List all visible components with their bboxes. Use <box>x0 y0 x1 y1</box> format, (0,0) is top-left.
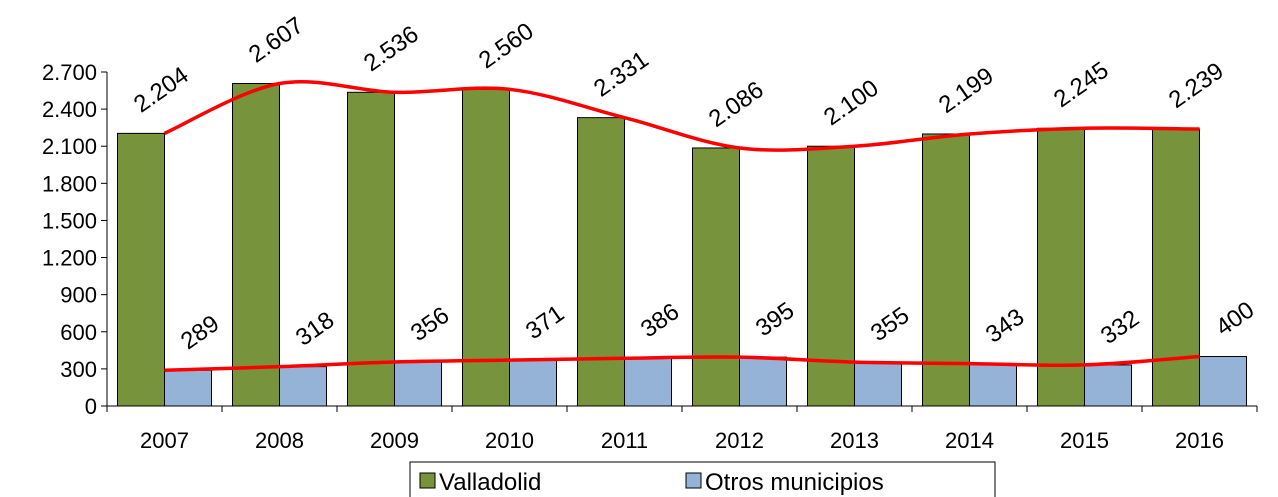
legend-label: Otros municipios <box>705 469 884 496</box>
x-tick-label: 2015 <box>1060 428 1109 453</box>
bar <box>577 117 625 407</box>
y-tick-label: 2.400 <box>42 97 97 122</box>
data-label: 2.100 <box>819 75 884 132</box>
data-label: 400 <box>1211 296 1259 341</box>
bar <box>807 145 855 407</box>
y-tick-label: 2.700 <box>42 60 97 85</box>
x-tick-label: 2012 <box>715 428 764 453</box>
trend-line <box>164 354 1200 372</box>
data-label: 332 <box>1096 305 1144 350</box>
y-tick-label: 900 <box>60 283 97 308</box>
bar <box>347 91 395 407</box>
data-label: 289 <box>176 310 224 355</box>
x-tick-label: 2007 <box>140 428 189 453</box>
x-tick-label: 2010 <box>485 428 534 453</box>
bar <box>1084 364 1132 407</box>
bar <box>739 356 787 407</box>
legend-label: Valladolid <box>439 469 541 496</box>
data-label: 2.560 <box>474 18 539 75</box>
data-label: 2.239 <box>1164 57 1229 114</box>
data-label: 2.245 <box>1049 57 1114 114</box>
bar <box>164 369 212 407</box>
bar <box>462 88 510 407</box>
data-label: 318 <box>291 306 339 351</box>
bar <box>509 359 557 407</box>
bar <box>692 147 740 407</box>
data-label: 343 <box>981 303 1029 348</box>
data-label: 2.199 <box>934 62 999 119</box>
data-label: 395 <box>751 297 799 342</box>
y-tick-label: 0 <box>85 394 97 419</box>
bar <box>854 361 902 407</box>
legend-box <box>409 461 996 497</box>
data-label: 2.607 <box>244 12 309 69</box>
data-label: 371 <box>521 300 569 345</box>
data-label: 386 <box>636 298 684 343</box>
data-label: 355 <box>866 302 914 347</box>
x-tick-label: 2016 <box>1175 428 1224 453</box>
bar <box>279 366 327 407</box>
data-label: 2.331 <box>589 46 654 103</box>
x-tick-label: 2014 <box>945 428 994 453</box>
bar <box>922 133 970 407</box>
bar <box>117 132 165 407</box>
bar <box>1037 127 1085 407</box>
x-tick-label: 2013 <box>830 428 879 453</box>
y-tick-label: 300 <box>60 357 97 382</box>
legend-swatch <box>419 472 436 489</box>
bar <box>969 363 1017 407</box>
y-tick-label: 1.200 <box>42 246 97 271</box>
legend-swatch <box>685 472 702 489</box>
data-label: 356 <box>406 302 454 347</box>
data-label: 2.086 <box>704 76 769 133</box>
bar <box>1152 128 1200 407</box>
bar <box>624 357 672 407</box>
y-tick-label: 1.500 <box>42 208 97 233</box>
y-tick-label: 2.100 <box>42 134 97 159</box>
y-tick-label: 1.800 <box>42 171 97 196</box>
trend-line <box>163 79 1200 152</box>
x-tick-label: 2008 <box>255 428 304 453</box>
data-label: 2.536 <box>359 21 424 78</box>
data-label: 2.204 <box>129 62 194 119</box>
x-tick-label: 2011 <box>601 428 648 453</box>
bar <box>394 361 442 407</box>
bar <box>1199 356 1247 407</box>
y-tick-label: 600 <box>60 320 97 345</box>
bar <box>232 83 280 407</box>
x-tick-label: 2009 <box>370 428 419 453</box>
